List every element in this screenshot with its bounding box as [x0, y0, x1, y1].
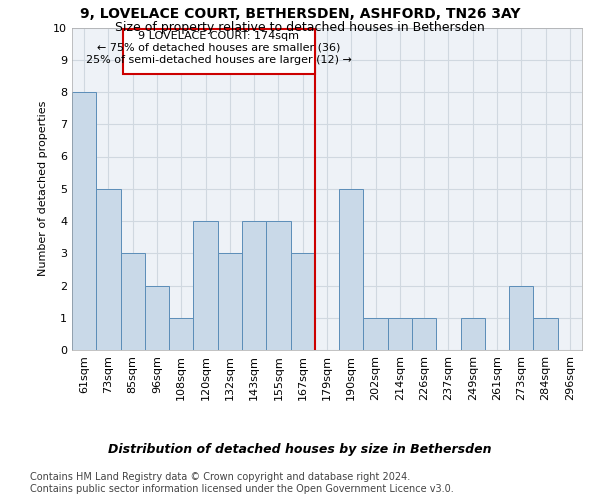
Text: Size of property relative to detached houses in Bethersden: Size of property relative to detached ho… [115, 21, 485, 34]
Bar [169, 318, 193, 350]
Bar [412, 318, 436, 350]
Bar [145, 286, 169, 350]
Text: ← 75% of detached houses are smaller (36): ← 75% of detached houses are smaller (36… [97, 42, 341, 52]
Bar [461, 318, 485, 350]
Bar [388, 318, 412, 350]
Text: 9, LOVELACE COURT, BETHERSDEN, ASHFORD, TN26 3AY: 9, LOVELACE COURT, BETHERSDEN, ASHFORD, … [80, 8, 520, 22]
Bar [96, 188, 121, 350]
Text: 25% of semi-detached houses are larger (12) →: 25% of semi-detached houses are larger (… [86, 54, 352, 64]
Bar [266, 221, 290, 350]
Bar [121, 254, 145, 350]
Bar [533, 318, 558, 350]
Bar [218, 254, 242, 350]
Bar [72, 92, 96, 350]
Text: 9 LOVELACE COURT: 174sqm: 9 LOVELACE COURT: 174sqm [139, 31, 299, 41]
Bar [193, 221, 218, 350]
Bar [509, 286, 533, 350]
Bar [290, 254, 315, 350]
Bar [364, 318, 388, 350]
Text: Contains public sector information licensed under the Open Government Licence v3: Contains public sector information licen… [30, 484, 454, 494]
Bar [242, 221, 266, 350]
Bar [339, 188, 364, 350]
Y-axis label: Number of detached properties: Number of detached properties [38, 101, 47, 276]
Text: Distribution of detached houses by size in Bethersden: Distribution of detached houses by size … [108, 442, 492, 456]
Bar [123, 29, 315, 74]
Text: Contains HM Land Registry data © Crown copyright and database right 2024.: Contains HM Land Registry data © Crown c… [30, 472, 410, 482]
